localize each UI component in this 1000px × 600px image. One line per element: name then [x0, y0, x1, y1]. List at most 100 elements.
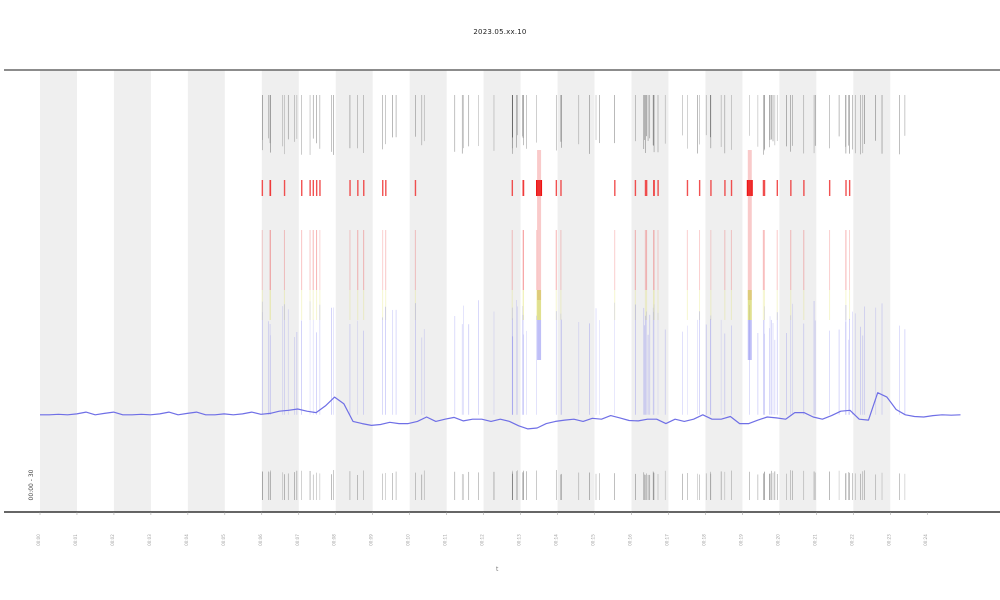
alert-fade — [730, 230, 732, 290]
alert-mark — [653, 180, 655, 196]
alert-mark — [698, 180, 701, 196]
alert-mark — [790, 180, 792, 196]
warn-fade — [522, 290, 524, 320]
warn-fade — [849, 290, 851, 320]
warn-fade — [414, 290, 416, 320]
warn-fade — [319, 290, 321, 320]
warn-fade — [776, 290, 778, 320]
chart-title: 2023.05.xx.10 — [473, 28, 527, 36]
alert-fade — [385, 230, 387, 290]
warn-fade — [653, 290, 655, 320]
shaded-band — [335, 70, 373, 512]
x-tick-label: 00:06 — [258, 534, 263, 546]
warn-fade — [363, 290, 365, 320]
warn-fade — [657, 290, 659, 320]
alert-mark — [763, 180, 766, 196]
x-tick-label: 00:08 — [332, 534, 337, 546]
warn-fade — [699, 290, 701, 320]
warn-fade — [644, 290, 646, 320]
alert-mark — [357, 180, 359, 196]
warn-fade — [283, 290, 285, 320]
alert-fade — [699, 230, 701, 290]
x-tick-label: 00:09 — [369, 534, 374, 546]
warn-fade — [269, 290, 271, 320]
alert-mark — [803, 180, 805, 196]
highlight-blue — [747, 320, 752, 360]
warn-fade — [357, 290, 359, 320]
x-tick-label: 00:14 — [554, 534, 559, 546]
alert-mark — [560, 180, 562, 196]
alert-mark — [269, 180, 272, 196]
alert-fade — [829, 230, 831, 290]
x-tick-label: 00:00 — [36, 534, 41, 546]
warn-fade — [261, 290, 263, 320]
highlight-yellow — [747, 290, 752, 320]
alert-fade — [644, 230, 646, 290]
alert-mark — [301, 180, 303, 196]
alert-fade — [762, 230, 764, 290]
warn-fade — [382, 290, 384, 320]
warn-fade — [686, 290, 688, 320]
x-tick-label: 00:02 — [110, 534, 115, 546]
highlight-alert — [746, 180, 753, 196]
alert-mark — [762, 180, 765, 196]
alert-fade — [776, 230, 778, 290]
alert-fade — [522, 230, 524, 290]
alert-mark — [319, 180, 321, 196]
alert-fade — [555, 230, 557, 290]
x-tick-label: 00:04 — [184, 534, 189, 546]
alert-mark — [730, 180, 733, 196]
x-axis-label: t — [496, 566, 499, 573]
x-tick-label: 00:01 — [73, 534, 78, 546]
shaded-band — [409, 70, 447, 512]
warn-fade — [385, 290, 387, 320]
alert-fade — [309, 230, 311, 290]
alert-fade — [357, 230, 359, 290]
alert-fade — [849, 230, 851, 290]
x-tick-label: 00:19 — [738, 534, 743, 546]
alert-fade — [414, 230, 416, 290]
warn-fade — [646, 290, 648, 320]
alert-mark — [645, 180, 648, 196]
warn-fade — [312, 290, 314, 320]
x-tick-label: 00:03 — [147, 534, 152, 546]
x-tick-label: 00:05 — [221, 534, 226, 546]
alert-fade — [845, 230, 847, 290]
alert-fade — [522, 230, 524, 290]
alert-fade — [319, 230, 321, 290]
alert-mark — [261, 180, 264, 196]
alert-fade — [634, 230, 636, 290]
warn-fade — [522, 290, 524, 320]
alert-fade — [301, 230, 303, 290]
alert-mark — [349, 180, 351, 196]
alert-fade — [269, 230, 271, 290]
x-tick-label: 00:18 — [701, 534, 706, 546]
highlight-yellow — [537, 290, 542, 320]
alert-mark — [309, 180, 311, 196]
alert-fade — [312, 230, 314, 290]
alert-mark — [686, 180, 689, 196]
alert-mark — [776, 180, 779, 196]
alert-fade — [316, 230, 318, 290]
alert-mark — [315, 180, 318, 196]
warn-fade — [511, 290, 513, 320]
alert-fade — [710, 230, 712, 290]
alert-mark — [363, 180, 365, 196]
alert-fade — [803, 230, 805, 290]
alert-mark — [382, 180, 384, 196]
alert-mark — [511, 180, 514, 196]
shaded-band — [705, 70, 743, 512]
x-tick-label: 00:13 — [517, 534, 522, 546]
alert-fade — [536, 230, 538, 290]
alert-mark — [845, 180, 847, 196]
warn-fade — [829, 290, 831, 320]
highlight-red — [537, 150, 542, 300]
alert-fade — [261, 230, 263, 290]
x-tick-label: 00:22 — [849, 534, 854, 546]
legend-text: 00:00 - 30 — [28, 469, 35, 500]
alert-fade — [646, 230, 648, 290]
x-tick-label: 00:15 — [591, 534, 596, 546]
shaded-band — [631, 70, 669, 512]
